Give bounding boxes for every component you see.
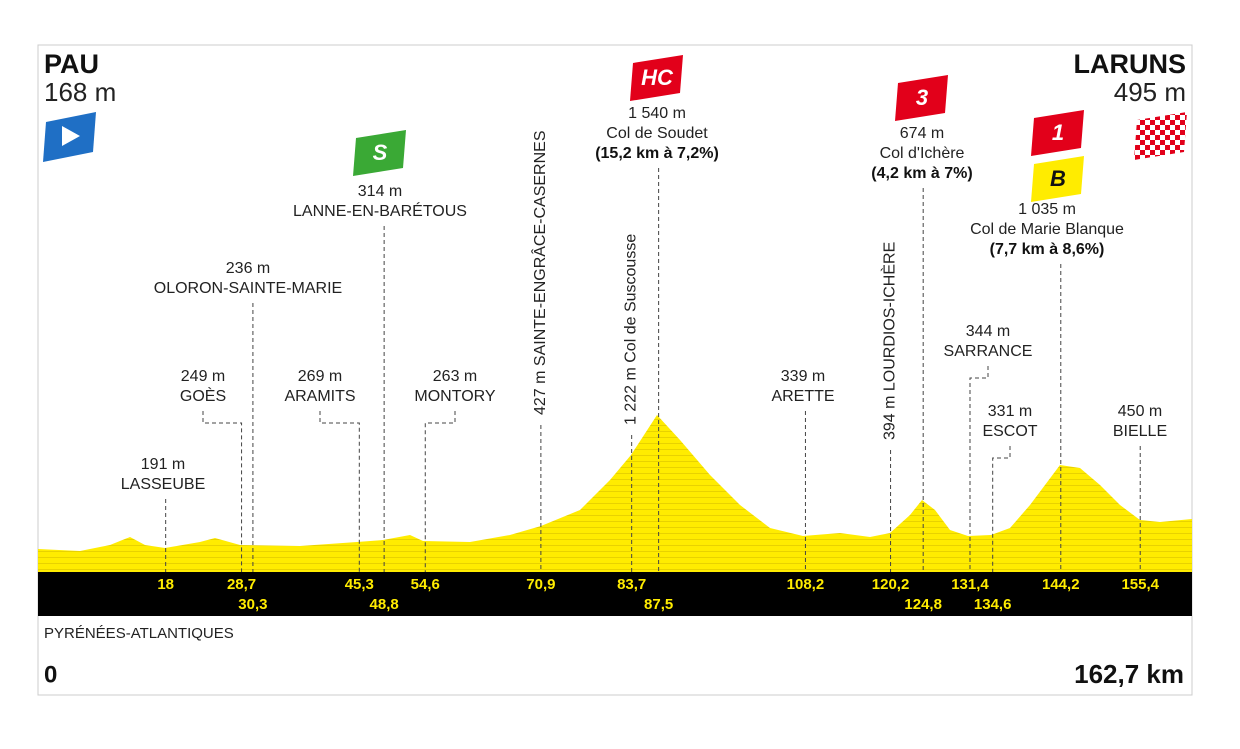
badge-label: B <box>1050 166 1066 191</box>
waypoint-detail: (7,7 km à 8,6%) <box>990 241 1105 258</box>
waypoint-elevation: 427 m <box>532 371 549 415</box>
climb-badge <box>353 130 406 176</box>
waypoint-name: GOÈS <box>180 386 226 405</box>
waypoint-elevation: 263 m <box>433 368 477 385</box>
start-elevation: 168 m <box>44 77 116 107</box>
waypoint-name: ARETTE <box>771 388 834 405</box>
waypoint-name: LOURDIOS-ICHÈRE <box>880 242 899 391</box>
waypoint-name: OLORON-SAINTE-MARIE <box>154 280 342 297</box>
badge-label: 1 <box>1052 120 1064 145</box>
km-label: 124,8 <box>904 596 942 613</box>
region: PYRÉNÉES-ATLANTIQUES <box>44 625 234 642</box>
climb-badge <box>1031 156 1084 202</box>
leader-line <box>969 366 989 572</box>
leader-line <box>319 411 360 572</box>
waypoint-elevation: 339 m <box>781 368 825 385</box>
km-label: 70,9 <box>526 576 555 593</box>
badge-label: S <box>373 140 388 165</box>
waypoint-detail: (4,2 km à 7%) <box>871 165 972 182</box>
waypoint-name: LASSEUBE <box>121 476 205 493</box>
waypoint-name: ARAMITS <box>284 388 355 405</box>
waypoint-name: LANNE-EN-BARÉTOUS <box>293 201 467 220</box>
badge-label: HC <box>641 65 674 90</box>
leader-line <box>202 411 243 572</box>
km-label: 155,4 <box>1121 576 1159 593</box>
waypoint-elevation: 1 540 m <box>628 105 686 122</box>
waypoint-elevation: 394 m <box>882 396 899 440</box>
start-name: PAU <box>44 49 99 79</box>
start-arrow <box>62 126 80 146</box>
waypoint-name: Col de Suscousse <box>623 234 640 363</box>
waypoint-elevation: 314 m <box>358 183 402 200</box>
finish-km: 162,7 km <box>1074 659 1184 689</box>
km-label: 30,3 <box>238 596 267 613</box>
waypoint-elevation: 1 035 m <box>1018 201 1076 218</box>
waypoint-name: MONTORY <box>414 388 496 405</box>
waypoint-vertical-label: 394 m LOURDIOS-ICHÈRE <box>880 242 899 440</box>
finish-elevation: 495 m <box>1114 77 1186 107</box>
km-label: 83,7 <box>617 576 646 593</box>
elevation-profile <box>38 415 1192 572</box>
km-label: 48,8 <box>370 596 399 613</box>
finish-flag <box>1134 112 1187 160</box>
waypoint-vertical-label: 427 m SAINTE-ENGRÂCE-CASERNES <box>530 130 549 415</box>
start-km: 0 <box>44 661 57 688</box>
frame <box>37 44 1193 696</box>
km-band <box>38 572 1192 616</box>
waypoint-name: Col d'Ichère <box>880 145 965 162</box>
waypoint-name: SARRANCE <box>944 343 1033 360</box>
waypoint-detail: (15,2 km à 7,2%) <box>595 145 719 162</box>
waypoint-elevation: 674 m <box>900 125 944 142</box>
climb-badge <box>1031 110 1084 156</box>
badge-label: 3 <box>916 85 928 110</box>
waypoint-name: SAINTE-ENGRÂCE-CASERNES <box>530 130 549 366</box>
km-label: 18 <box>157 576 174 593</box>
waypoint-elevation: 236 m <box>226 260 270 277</box>
finish-name: LARUNS <box>1074 49 1187 79</box>
waypoint-elevation: 191 m <box>141 456 185 473</box>
km-label: 131,4 <box>951 576 989 593</box>
km-label: 108,2 <box>787 576 825 593</box>
waypoint-name: ESCOT <box>982 423 1037 440</box>
waypoint-elevation: 331 m <box>988 403 1032 420</box>
waypoint-vertical-label: 1 222 m Col de Suscousse <box>623 234 640 425</box>
waypoint-elevation: 269 m <box>298 368 342 385</box>
climb-badge <box>895 75 948 121</box>
km-label: 134,6 <box>974 596 1012 613</box>
km-label: 144,2 <box>1042 576 1080 593</box>
km-label: 45,3 <box>345 576 374 593</box>
waypoint-elevation: 1 222 m <box>623 367 640 425</box>
km-label: 120,2 <box>872 576 910 593</box>
km-label: 87,5 <box>644 596 673 613</box>
waypoint-elevation: 450 m <box>1118 403 1162 420</box>
leader-line <box>992 446 1011 572</box>
waypoint-name: Col de Marie Blanque <box>970 221 1124 238</box>
km-label: 54,6 <box>411 576 440 593</box>
waypoint-elevation: 249 m <box>181 368 225 385</box>
waypoint-name: BIELLE <box>1113 423 1167 440</box>
waypoint-elevation: 344 m <box>966 323 1010 340</box>
km-label: 28,7 <box>227 576 256 593</box>
waypoint-name: Col de Soudet <box>606 125 708 142</box>
climb-badge <box>630 55 683 101</box>
